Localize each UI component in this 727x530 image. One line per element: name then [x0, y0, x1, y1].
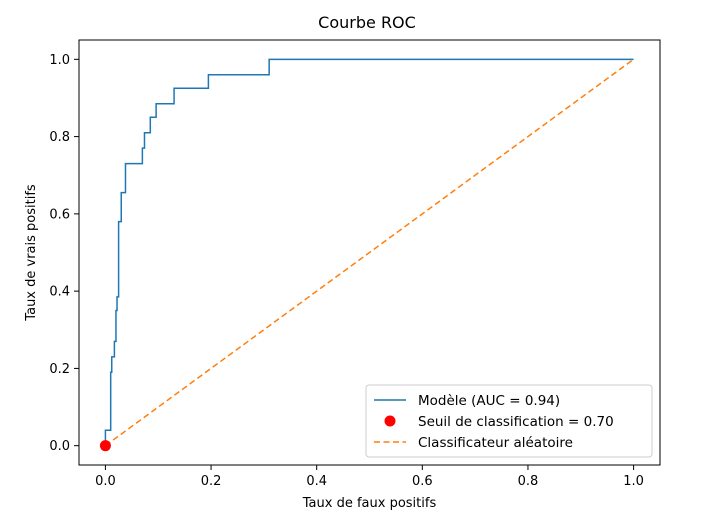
x-tick-label: 0.2: [201, 474, 222, 489]
x-tick-label: 0.4: [306, 474, 327, 489]
y-axis-label: Taux de vrais positifs: [24, 184, 39, 322]
legend-box: [365, 384, 653, 458]
legend: Modèle (AUC = 0.94) Seuil de classificati…: [365, 384, 653, 458]
x-axis-label: Taux de faux positifs: [302, 496, 437, 511]
legend-marker-point: [384, 415, 396, 427]
random-classifier-line: [104, 58, 635, 447]
x-tick-label: 0.8: [518, 474, 539, 489]
x-tick-label: 0.0: [95, 474, 116, 489]
threshold-point: [99, 440, 111, 452]
y-tick-label: 0.4: [49, 285, 70, 300]
y-tick-label: 0.0: [49, 439, 70, 454]
legend-items: Modèle (AUC = 0.94) Seuil de classificati…: [374, 393, 614, 451]
chart-title: Courbe ROC: [318, 13, 416, 32]
legend-label: Classificateur aléatoire: [418, 435, 573, 451]
y-tick-label: 0.2: [49, 362, 70, 377]
legend-label: Seuil de classification = 0.70: [418, 414, 614, 430]
x-axis-ticks: 0.0 0.2 0.4 0.6 0.8 1.0: [95, 465, 644, 489]
y-tick-label: 0.8: [49, 130, 70, 145]
y-tick-label: 1.0: [49, 53, 70, 68]
y-axis-ticks: 0.0 0.2 0.4 0.6 0.8 1.0: [49, 53, 79, 454]
series-layer: [99, 58, 635, 452]
model-roc-line: [104, 58, 634, 446]
y-tick-label: 0.6: [49, 207, 70, 222]
x-tick-label: 1.0: [623, 474, 644, 489]
x-tick-label: 0.6: [412, 474, 433, 489]
legend-label: Modèle (AUC = 0.94): [418, 393, 560, 409]
